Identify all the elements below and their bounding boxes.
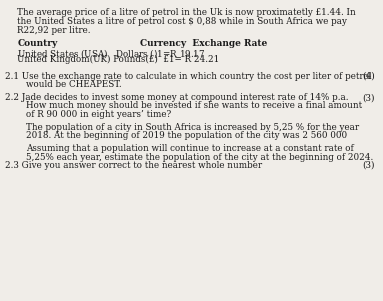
Text: 5,25% each year, estimate the population of the city at the beginning of 2024.: 5,25% each year, estimate the population… [26,153,373,162]
Text: Assuming that a population will continue to increase at a constant rate of: Assuming that a population will continue… [26,144,354,154]
Text: of R 90 000 in eight years’ time?: of R 90 000 in eight years’ time? [26,110,171,119]
Text: 2018. At the beginning of 2019 the population of the city was 2 560 000: 2018. At the beginning of 2019 the popul… [26,131,347,140]
Text: Currency  Exchange Rate: Currency Exchange Rate [140,39,267,48]
Text: Country: Country [17,39,57,48]
Text: would be CHEAPEST.: would be CHEAPEST. [26,80,122,89]
Text: United Kingdom(UK) Pounds(£)  £1= R 24.21: United Kingdom(UK) Pounds(£) £1= R 24.21 [17,55,219,64]
Text: United States (USA)   Dollars ($) $1=R 19.17: United States (USA) Dollars ($) $1=R 19.… [17,47,206,60]
Text: The population of a city in South Africa is increased by 5,25 % for the year: The population of a city in South Africa… [26,123,359,132]
Text: The average price of a litre of petrol in the Uk is now proximatetly £1.44. In: The average price of a litre of petrol i… [17,8,356,17]
Text: How much money should be invested if she wants to receive a final amount: How much money should be invested if she… [26,101,362,110]
Text: 2.2 Jade decides to invest some money at compound interest rate of 14% p.a.: 2.2 Jade decides to invest some money at… [5,93,348,102]
Text: R22,92 per litre.: R22,92 per litre. [17,26,91,35]
Text: 2.3 Give you answer correct to the nearest whole number: 2.3 Give you answer correct to the neare… [5,161,262,170]
Text: the United States a litre of petrol cost $ 0,88 while in South Africa we pay: the United States a litre of petrol cost… [17,17,347,26]
Text: (3): (3) [362,93,375,102]
Text: (4): (4) [362,72,375,81]
Text: 2.1 Use the exchange rate to calculate in which country the cost per liter of pe: 2.1 Use the exchange rate to calculate i… [5,72,371,81]
Text: (3): (3) [362,161,375,170]
